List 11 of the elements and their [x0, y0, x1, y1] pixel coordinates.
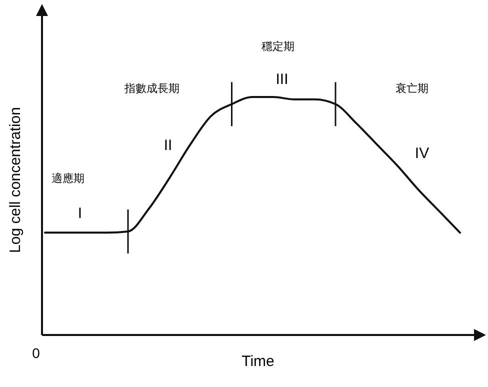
- annotation: II: [164, 137, 172, 154]
- annotation: 適應期: [52, 172, 84, 185]
- y-axis-title: Log cell concentration: [7, 107, 24, 253]
- text: III: [276, 71, 288, 88]
- text: 0: [32, 345, 40, 361]
- text: 穩定期: [262, 40, 294, 53]
- text: 指數成長期: [124, 82, 180, 95]
- x-axis-title: Time: [242, 353, 274, 370]
- annotation: I: [78, 205, 82, 222]
- annotation: IV: [414, 145, 430, 162]
- text: 衰亡期: [396, 82, 428, 95]
